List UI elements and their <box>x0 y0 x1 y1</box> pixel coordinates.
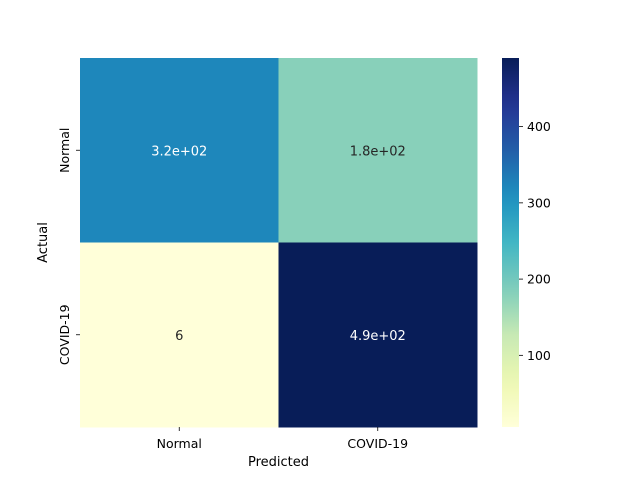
heatmap-cell <box>80 58 279 243</box>
colorbar-tick-label: 300 <box>527 195 551 210</box>
y-tick-label: Normal <box>57 128 72 173</box>
cell-annotation: 1.8e+02 <box>350 144 406 159</box>
heatmap-cell <box>278 242 478 428</box>
cell-annotation: 6 <box>175 329 183 344</box>
cell-annotation: 4.9e+02 <box>350 329 406 344</box>
y-tick-label: COVID-19 <box>57 304 72 365</box>
x-tick-label: Normal <box>157 436 202 451</box>
colorbar-tick-label: 400 <box>527 119 551 134</box>
colorbar-tick-label: 200 <box>527 272 551 287</box>
x-axis: Normal COVID-19 <box>157 427 408 451</box>
heatmap-cells <box>80 58 478 428</box>
colorbar-tick-label: 100 <box>527 348 551 363</box>
x-axis-label: Predicted <box>248 455 309 470</box>
heatmap-cell <box>278 58 478 243</box>
colorbar-ticks: 100 200 300 400 <box>519 119 551 363</box>
heatmap-annotations: 3.2e+02 1.8e+02 6 4.9e+02 <box>151 144 406 344</box>
y-axis-label: Actual <box>36 222 51 263</box>
x-tick-label: COVID-19 <box>347 436 408 451</box>
colorbar <box>502 58 519 427</box>
cell-annotation: 3.2e+02 <box>151 144 207 159</box>
y-axis: Normal COVID-19 <box>57 128 80 365</box>
heatmap-cell <box>80 242 279 428</box>
